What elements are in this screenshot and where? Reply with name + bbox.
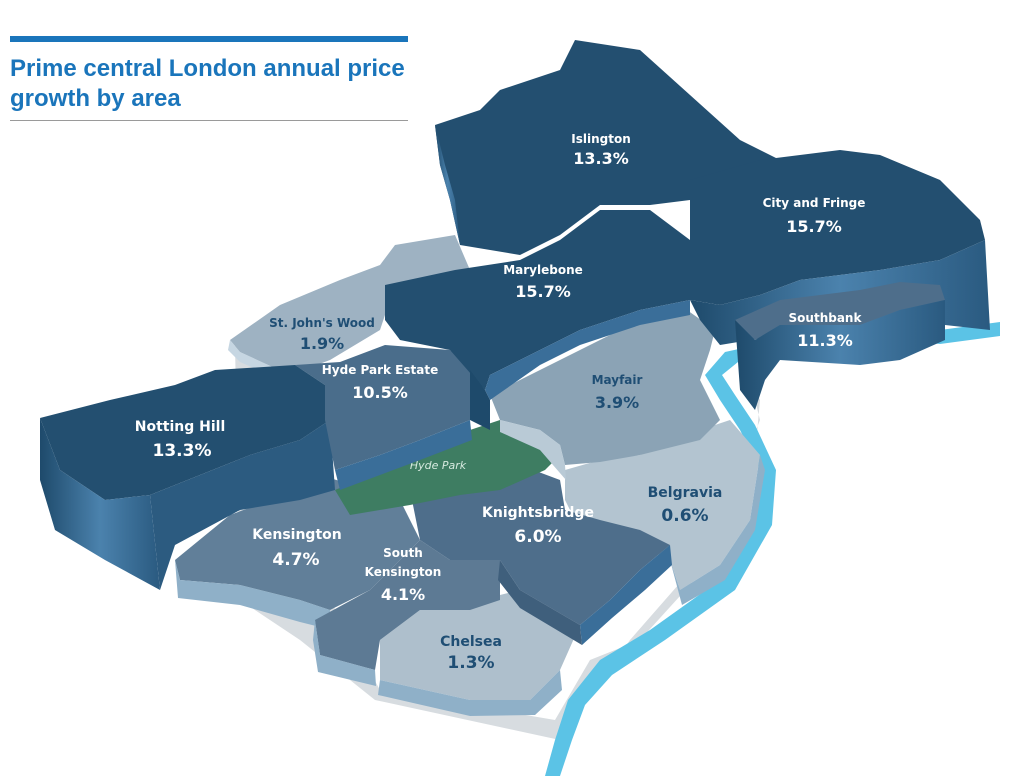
page-title: Prime central London annual price growth…: [10, 55, 405, 112]
area-marylebone[interactable]: [385, 210, 690, 430]
hyde-park-label: Hyde Park: [410, 459, 467, 472]
title-divider: [10, 120, 408, 121]
label-mayfair-value: 3.9%: [595, 393, 639, 412]
label-knightsbridge-value: 6.0%: [514, 527, 561, 547]
area-mayfair[interactable]: [490, 305, 720, 480]
label-chelsea-value: 1.3%: [447, 653, 494, 673]
label-st-johns-wood-value: 1.9%: [300, 334, 344, 353]
label-islington-value: 13.3%: [573, 149, 629, 168]
label-city-name: City and Fringe: [763, 196, 866, 210]
label-south-kensington-name-2: Kensington: [365, 565, 442, 579]
label-mayfair-name: Mayfair: [592, 373, 643, 387]
label-marylebone-value: 15.7%: [515, 282, 571, 301]
label-kensington-value: 4.7%: [272, 550, 319, 570]
area-south-kensington[interactable]: [313, 540, 500, 686]
label-chelsea-name: Chelsea: [440, 634, 502, 650]
area-hyde-park[interactable]: Hyde Park: [335, 420, 560, 515]
label-city-value: 15.7%: [786, 217, 842, 236]
area-southbank[interactable]: [735, 282, 945, 410]
map-labels: Islington 13.3% City and Fringe 15.7% Ma…: [135, 132, 866, 673]
title-accent-bar: [10, 36, 408, 42]
label-belgravia-value: 0.6%: [661, 506, 708, 526]
label-notting-hill-name: Notting Hill: [135, 419, 226, 435]
area-knightsbridge[interactable]: [410, 465, 672, 645]
label-hyde-park-estate-name: Hyde Park Estate: [322, 363, 438, 377]
label-south-kensington-name-1: South: [383, 546, 423, 560]
label-notting-hill-value: 13.3%: [153, 441, 212, 461]
area-hyde-park-estate[interactable]: [295, 345, 480, 490]
area-chelsea[interactable]: [378, 590, 580, 716]
label-hyde-park-estate-value: 10.5%: [352, 383, 408, 402]
label-belgravia-name: Belgravia: [648, 485, 723, 501]
label-southbank-name: Southbank: [789, 311, 863, 325]
label-knightsbridge-name: Knightsbridge: [482, 505, 594, 521]
area-belgravia[interactable]: [565, 420, 765, 605]
label-southbank-value: 11.3%: [797, 331, 853, 350]
label-marylebone-name: Marylebone: [503, 263, 583, 277]
label-south-kensington-value: 4.1%: [381, 585, 425, 604]
label-kensington-name: Kensington: [252, 527, 341, 543]
area-islington[interactable]: [435, 40, 780, 255]
label-st-johns-wood-name: St. John's Wood: [269, 316, 375, 330]
label-islington-name: Islington: [571, 132, 631, 146]
area-notting-hill[interactable]: [40, 365, 335, 590]
